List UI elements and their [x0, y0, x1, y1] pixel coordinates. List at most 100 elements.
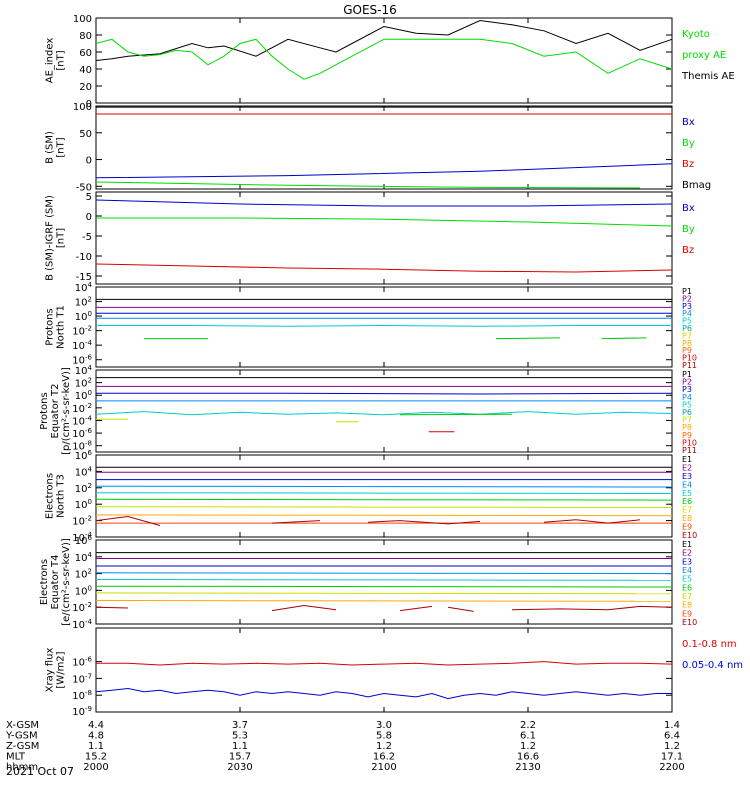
legend-label: P8 [682, 423, 692, 432]
series-line-bx [95, 199, 673, 207]
y-tick-label: 100 [73, 102, 92, 113]
x-axis-row-value: 5.3 [232, 731, 248, 742]
legend-label: P9 [682, 346, 692, 355]
y-tick-label: 102 [75, 482, 92, 495]
x-axis-row-value: 1.1 [88, 741, 104, 752]
series-line-e5 [95, 492, 673, 494]
y-axis-label: B (SM) [45, 131, 56, 164]
series-line-p6 [495, 337, 561, 340]
series-line-themis-ae [95, 19, 673, 61]
y-tick-label: 100 [73, 14, 92, 25]
panel-frame [95, 369, 673, 453]
y-tick-label: 0 [86, 212, 92, 223]
x-axis-row-label: Z-GSM [6, 741, 39, 752]
y-tick-label: 102 [75, 568, 92, 581]
series-line-e8 [95, 514, 673, 517]
y-tick-label: 80 [79, 31, 92, 42]
series-line-e8 [95, 600, 673, 602]
legend-label: E1 [682, 540, 692, 549]
legend-label: proxy AE [682, 50, 726, 61]
y-tick-label: 10-4 [72, 618, 92, 631]
y-tick-label: 5 [86, 192, 92, 203]
x-axis-row-label: X-GSM [6, 720, 39, 731]
x-axis-row-value: 6.4 [664, 731, 680, 742]
legend-label: E1 [682, 455, 692, 464]
x-axis-row-value: 17.1 [661, 752, 683, 763]
y-tick-label: -10 [76, 252, 92, 263]
series-line-p6 [399, 413, 513, 416]
series-line-bz [95, 263, 673, 273]
panel-bigrf: -15 -10 -5 0 5 B (SM)-IGRF (SM) [nT] Bx By Bz [45, 191, 695, 285]
legend-label: P4 [682, 393, 692, 402]
y-tick-label: 10-9 [72, 705, 92, 718]
legend-label: E10 [682, 618, 697, 627]
legend-label: E4 [682, 566, 692, 575]
x-axis-row-value: 2130 [515, 762, 540, 773]
series-line-0-1-0-8-nm [96, 661, 673, 666]
y-tick-label: 40 [79, 65, 92, 76]
y-tick-label: 102 [75, 296, 92, 309]
y-tick-label: -5 [82, 232, 92, 243]
date-label: 2021 Oct 07 [6, 765, 74, 778]
series-line-e10 [367, 520, 481, 525]
panel-frame [95, 17, 673, 104]
y-tick-label: 10-2 [72, 402, 92, 415]
legend-label: E9 [682, 523, 692, 532]
panel-frame [95, 627, 673, 713]
series-line-bx [95, 163, 673, 179]
y-tick-label: -50 [76, 182, 92, 193]
legend-label: E10 [682, 531, 697, 540]
y-tick-label: -15 [76, 272, 92, 283]
legend-label: Bmag [682, 180, 711, 191]
series-line-e6 [95, 498, 673, 501]
series-line-p6 [601, 337, 647, 340]
x-axis-row-value: 2.2 [520, 720, 536, 731]
legend-label: P5 [682, 400, 692, 409]
x-axis-row-value: 1.2 [520, 741, 536, 752]
y-axis-label: Electrons [39, 559, 50, 605]
series-line-p3 [96, 392, 673, 395]
series-line-e10 [543, 519, 641, 524]
x-axis-table: X-GSM 4.4 3.7 3.0 2.2 1.4 Y-GSM 4.8 5.3 5.8 6.1 6.4… [5, 720, 685, 773]
legend-label: P11 [682, 446, 697, 455]
y-tick-label: 10-2 [72, 325, 92, 338]
legend-label: P1 [682, 287, 692, 296]
y-axis-label: Electrons [45, 473, 56, 519]
y-axis-label: Equator T2 [50, 384, 61, 439]
y-tick-label: 50 [79, 129, 92, 140]
series-line-e10 [95, 515, 161, 526]
y-axis-label: [p/(cm²-s-sr-keV)] [61, 367, 72, 455]
legend-label: By [682, 224, 695, 235]
x-axis-row-value: 6.1 [520, 731, 536, 742]
legend-label: E2 [682, 549, 692, 558]
series-line-e7 [95, 506, 673, 508]
series-line-e6 [95, 585, 673, 588]
y-axis-label: [e/(cm²-s-sr-keV)] [61, 538, 72, 626]
y-tick-label: 104 [75, 465, 93, 478]
y-axis-label: [W/m2] [56, 651, 67, 688]
series-line-by [95, 181, 641, 189]
legend-label: P7 [682, 331, 692, 340]
x-axis-row-value: 2000 [83, 762, 108, 773]
legend-label: P2 [682, 378, 692, 387]
panel-bsm: -50 0 50 100 B (SM) [nT] Bx By Bz Bmag [45, 102, 712, 193]
series-line-e10 [511, 605, 673, 611]
legend-label: 0.1-0.8 nm [682, 639, 737, 650]
series-line-e10 [399, 605, 433, 612]
y-tick-label: 106 [75, 449, 93, 462]
x-axis-row-value: 1.4 [664, 720, 680, 731]
y-tick-label: 106 [75, 534, 93, 547]
legend-label: E8 [682, 514, 692, 523]
series-line-e4 [95, 485, 673, 488]
legend-label: P6 [682, 324, 692, 333]
x-axis-row-value: 15.2 [85, 752, 107, 763]
y-tick-label: 10-6 [72, 656, 92, 669]
x-axis-row-value: 2030 [227, 762, 252, 773]
legend-label: P11 [682, 361, 697, 370]
legend-label: P5 [682, 317, 692, 326]
legend-label: Bx [682, 203, 695, 214]
legend-label: P10 [682, 438, 697, 447]
legend-label: E5 [682, 489, 692, 498]
